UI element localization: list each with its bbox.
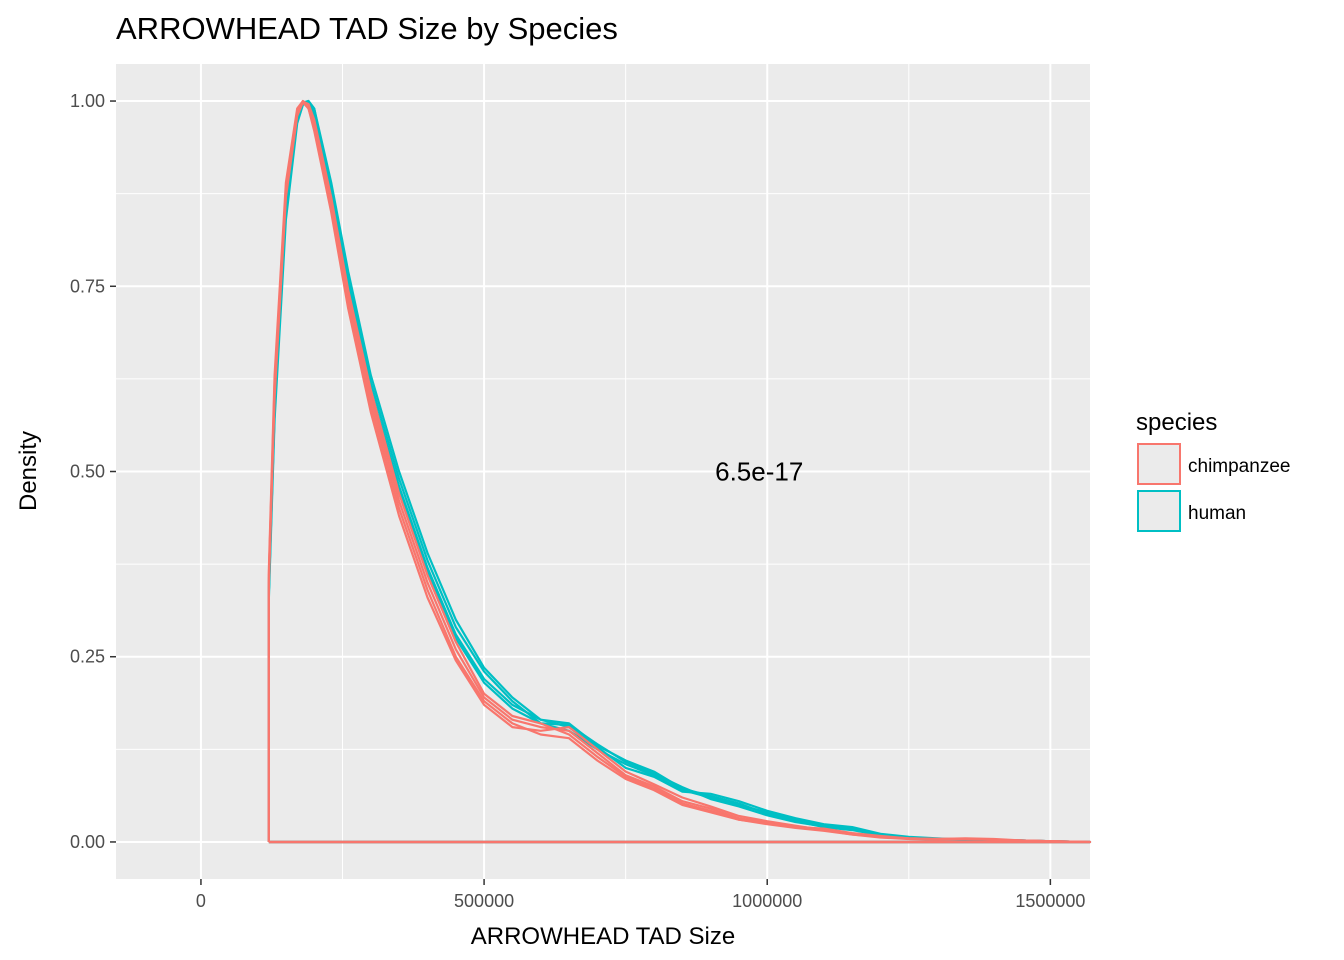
x-tick-label: 500000 xyxy=(454,891,514,911)
legend-label-chimpanzee: chimpanzee xyxy=(1188,456,1290,477)
legend-title: species xyxy=(1136,409,1217,436)
x-axis-title: ARROWHEAD TAD Size xyxy=(471,923,735,950)
y-axis: 0.00 0.25 0.50 0.75 1.00 xyxy=(70,91,116,852)
legend: species chimpanzee human xyxy=(1136,409,1290,532)
y-tick-label: 0.00 xyxy=(70,832,105,852)
legend-key-human[interactable] xyxy=(1137,490,1181,532)
y-tick-label: 0.50 xyxy=(70,462,105,482)
x-tick-label: 1500000 xyxy=(1015,891,1085,911)
y-tick-label: 1.00 xyxy=(70,91,105,111)
legend-label-human: human xyxy=(1188,503,1246,524)
density-line-chimpanzee xyxy=(267,100,1092,844)
y-tick-label: 0.25 xyxy=(70,647,105,667)
x-axis: 0 500000 1000000 1500000 xyxy=(196,879,1085,911)
x-tick-label: 1000000 xyxy=(732,891,802,911)
legend-key-chimpanzee[interactable] xyxy=(1137,443,1181,485)
x-tick-label: 0 xyxy=(196,891,206,911)
y-tick-label: 0.75 xyxy=(70,276,105,296)
y-axis-title: Density xyxy=(15,431,42,511)
annotation-pvalue: 6.5e-17 xyxy=(715,457,803,487)
grid-major xyxy=(116,64,1090,879)
density-curves xyxy=(267,99,1092,844)
chart-title: ARROWHEAD TAD Size by Species xyxy=(116,11,618,46)
